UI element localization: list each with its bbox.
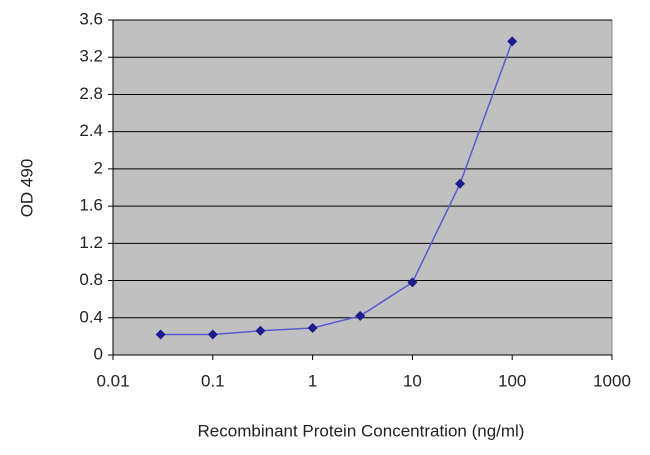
- y-tick-label: 1.2: [79, 233, 103, 252]
- x-tick-label: 100: [498, 371, 526, 390]
- y-tick-label: 1.6: [79, 196, 103, 215]
- x-tick-label: 1000: [593, 371, 631, 390]
- y-tick-label: 3.6: [79, 9, 103, 28]
- marker: [355, 310, 366, 321]
- marker: [207, 329, 218, 340]
- marker: [507, 36, 518, 47]
- y-tick-label: 0.8: [79, 270, 103, 289]
- marker: [407, 277, 418, 288]
- y-tick-label: 3.2: [79, 47, 103, 66]
- marker: [455, 178, 466, 189]
- y-tick-label: 2: [94, 158, 103, 177]
- x-tick-label: 0.01: [96, 371, 129, 390]
- y-axis-label: OD 490: [17, 159, 36, 218]
- marker: [155, 329, 166, 340]
- x-tick-label: 1: [308, 371, 317, 390]
- x-tick-label: 0.1: [201, 371, 225, 390]
- x-axis-label: Recombinant Protein Concentration (ng/ml…: [198, 421, 525, 440]
- y-tick-label: 2.4: [79, 121, 103, 140]
- marker: [307, 323, 318, 334]
- line: [160, 41, 513, 336]
- y-tick-label: 2.8: [79, 84, 103, 103]
- x-tick-label: 10: [403, 371, 422, 390]
- marker: [255, 325, 266, 336]
- y-tick-label: 0.4: [79, 307, 103, 326]
- y-tick-label: 0: [94, 344, 103, 363]
- plot-area: [112, 19, 613, 356]
